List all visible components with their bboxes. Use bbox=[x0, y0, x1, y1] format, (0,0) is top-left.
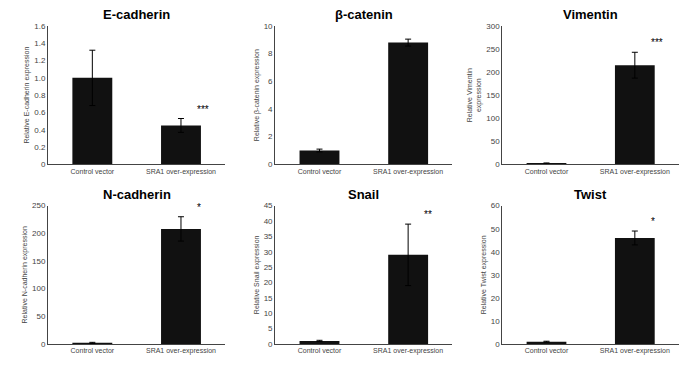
svg-text:*: * bbox=[197, 202, 201, 213]
svg-text:0.4: 0.4 bbox=[34, 126, 46, 135]
svg-text:0.8: 0.8 bbox=[34, 91, 46, 100]
svg-text:200: 200 bbox=[32, 229, 46, 238]
svg-text:1.2: 1.2 bbox=[34, 56, 46, 65]
svg-text:200: 200 bbox=[486, 68, 500, 77]
svg-text:SRA1 over-expression: SRA1 over-expression bbox=[600, 347, 670, 355]
svg-text:300: 300 bbox=[486, 22, 500, 31]
svg-text:0: 0 bbox=[495, 160, 500, 169]
svg-text:Control vector: Control vector bbox=[71, 347, 115, 354]
svg-text:0: 0 bbox=[41, 340, 46, 349]
svg-text:1.6: 1.6 bbox=[34, 22, 46, 31]
svg-text:100: 100 bbox=[32, 284, 46, 293]
svg-text:0: 0 bbox=[268, 340, 273, 349]
svg-text:20: 20 bbox=[264, 278, 273, 287]
svg-text:E-cadherin: E-cadherin bbox=[103, 7, 170, 22]
svg-text:**: ** bbox=[424, 209, 432, 220]
svg-text:60: 60 bbox=[491, 201, 500, 210]
svg-text:Control vector: Control vector bbox=[525, 347, 569, 354]
svg-text:50: 50 bbox=[36, 312, 45, 321]
svg-text:150: 150 bbox=[486, 91, 500, 100]
svg-text:Relative Snail expression: Relative Snail expression bbox=[253, 235, 261, 314]
svg-text:0: 0 bbox=[495, 340, 500, 349]
svg-text:10: 10 bbox=[264, 22, 273, 31]
svg-text:250: 250 bbox=[32, 201, 46, 210]
svg-text:1.4: 1.4 bbox=[34, 39, 46, 48]
svg-text:2: 2 bbox=[268, 132, 273, 141]
svg-text:45: 45 bbox=[264, 201, 273, 210]
svg-text:0.2: 0.2 bbox=[34, 143, 46, 152]
svg-text:8: 8 bbox=[268, 49, 273, 58]
svg-text:25: 25 bbox=[264, 263, 273, 272]
svg-text:0.6: 0.6 bbox=[34, 108, 46, 117]
svg-text:SRA1 over-expression: SRA1 over-expression bbox=[146, 168, 216, 176]
svg-text:4: 4 bbox=[268, 105, 273, 114]
svg-text:Relative E-cadherin expression: Relative E-cadherin expression bbox=[23, 47, 31, 144]
svg-text:Relative N-cadherin expression: Relative N-cadherin expression bbox=[21, 226, 29, 323]
svg-text:Relative Vimentinexpression: Relative Vimentinexpression bbox=[466, 68, 483, 122]
svg-text:Relative Twist expression: Relative Twist expression bbox=[480, 235, 488, 314]
svg-text:SRA1 over-expression: SRA1 over-expression bbox=[600, 168, 670, 176]
svg-text:1.0: 1.0 bbox=[34, 74, 46, 83]
svg-text:Control vector: Control vector bbox=[525, 168, 569, 175]
svg-text:SRA1 over-expression: SRA1 over-expression bbox=[373, 168, 443, 176]
svg-text:10: 10 bbox=[264, 309, 273, 318]
svg-text:Control vector: Control vector bbox=[71, 168, 115, 175]
svg-text:0: 0 bbox=[41, 160, 46, 169]
svg-text:15: 15 bbox=[264, 294, 273, 303]
svg-text:150: 150 bbox=[32, 257, 46, 266]
svg-text:Twist: Twist bbox=[574, 187, 607, 202]
svg-text:40: 40 bbox=[491, 248, 500, 257]
svg-text:*: * bbox=[651, 216, 655, 227]
svg-text:100: 100 bbox=[486, 114, 500, 123]
svg-text:40: 40 bbox=[264, 217, 273, 226]
svg-text:Vimentin: Vimentin bbox=[563, 7, 618, 22]
svg-text:20: 20 bbox=[491, 294, 500, 303]
svg-text:Control vector: Control vector bbox=[298, 347, 342, 354]
svg-text:Control vector: Control vector bbox=[298, 168, 342, 175]
svg-text:30: 30 bbox=[264, 248, 273, 257]
svg-text:250: 250 bbox=[486, 45, 500, 54]
svg-text:30: 30 bbox=[491, 271, 500, 280]
svg-text:***: *** bbox=[651, 37, 663, 48]
svg-text:***: *** bbox=[197, 104, 209, 115]
svg-text:50: 50 bbox=[491, 225, 500, 234]
svg-text:Relative β-catenin expression: Relative β-catenin expression bbox=[253, 49, 261, 141]
svg-text:50: 50 bbox=[491, 137, 500, 146]
svg-text:N-cadherin: N-cadherin bbox=[103, 187, 171, 202]
svg-text:SRA1 over-expression: SRA1 over-expression bbox=[373, 347, 443, 355]
svg-text:0: 0 bbox=[268, 160, 273, 169]
svg-text:35: 35 bbox=[264, 232, 273, 241]
svg-text:β-catenin: β-catenin bbox=[335, 7, 393, 22]
svg-text:5: 5 bbox=[268, 324, 273, 333]
svg-text:10: 10 bbox=[491, 317, 500, 326]
svg-text:SRA1 over-expression: SRA1 over-expression bbox=[146, 347, 216, 355]
svg-text:6: 6 bbox=[268, 77, 273, 86]
svg-text:Snail: Snail bbox=[348, 187, 379, 202]
